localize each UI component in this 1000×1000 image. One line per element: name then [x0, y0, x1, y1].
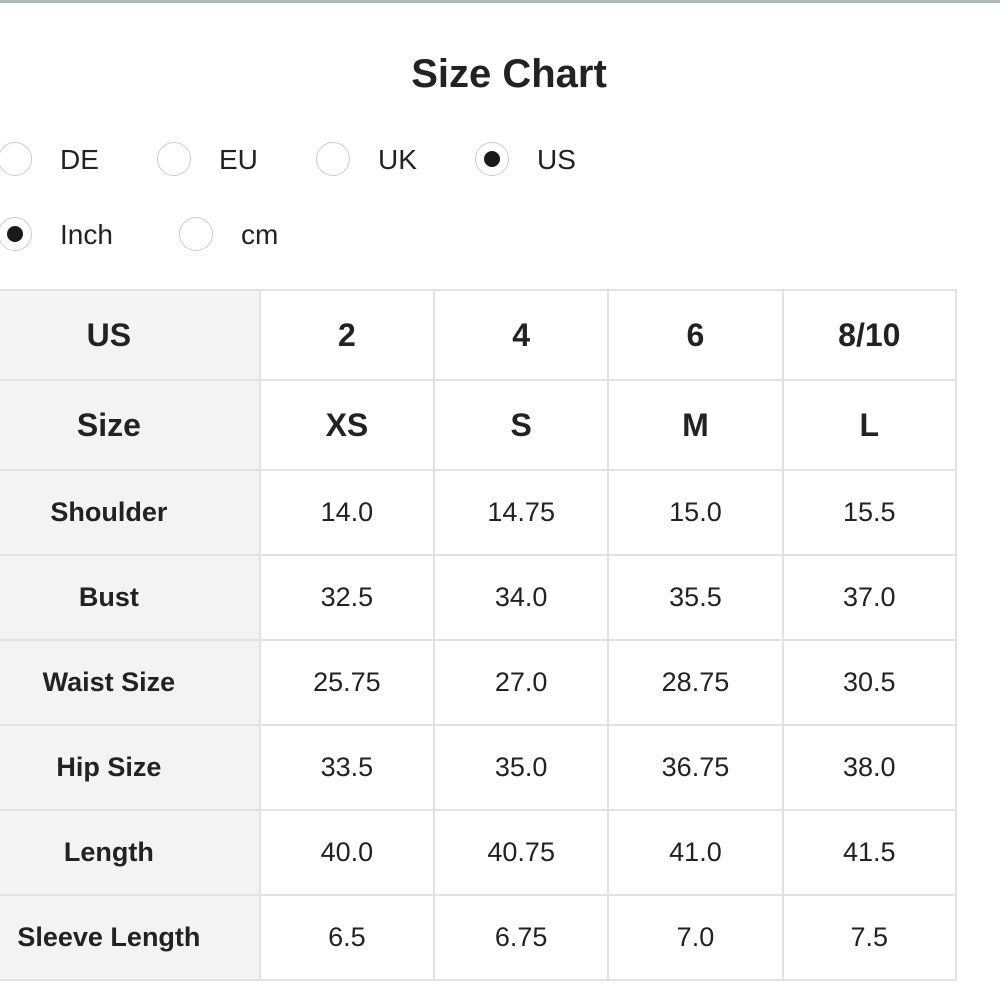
cell: 32.5 — [258, 554, 436, 641]
radio-button[interactable] — [157, 142, 191, 176]
cell: 35.0 — [433, 724, 610, 811]
radio-selected-dot — [484, 151, 500, 167]
table-row: Size XS S M L — [0, 379, 958, 471]
cell: 7.5 — [781, 894, 958, 981]
cell: 14.75 — [433, 469, 610, 556]
title: Size Chart — [411, 52, 607, 96]
row-label: Shoulder — [0, 469, 261, 556]
cell: L — [781, 379, 958, 471]
cell: 41.0 — [607, 809, 784, 896]
cell: 7.0 — [607, 894, 784, 981]
cell: 37.0 — [781, 554, 958, 641]
cell: 40.75 — [433, 809, 610, 896]
radio-button[interactable] — [0, 217, 32, 251]
cell: 14.0 — [258, 469, 436, 556]
cell: S — [433, 379, 610, 471]
cell: 41.5 — [781, 809, 958, 896]
size-table: US 2 4 6 8/10 Size XS S M L Shoulder 14.0 14.75 15.0 1… — [0, 289, 958, 981]
table-row: Hip Size 33.5 35.0 36.75 38.0 — [0, 724, 958, 811]
radio-button[interactable] — [316, 142, 350, 176]
table-row: Bust 32.5 34.0 35.5 37.0 — [0, 554, 958, 641]
radio-button[interactable] — [475, 142, 509, 176]
cell: 15.5 — [781, 469, 958, 556]
row-label: US — [0, 289, 261, 381]
cell: 30.5 — [781, 639, 958, 726]
radio-label[interactable]: cm — [241, 219, 279, 250]
radio-button[interactable] — [179, 217, 213, 251]
cell: 6.5 — [258, 894, 436, 981]
cell: 8/10 — [781, 289, 958, 381]
table-row: Sleeve Length 6.5 6.75 7.0 7.5 — [0, 894, 958, 981]
cell: 4 — [433, 289, 610, 381]
cell: 28.75 — [607, 639, 784, 726]
radio-label[interactable]: UK — [378, 144, 417, 175]
cell: 38.0 — [781, 724, 958, 811]
cell: 27.0 — [433, 639, 610, 726]
radio-label[interactable]: DE — [60, 144, 99, 175]
row-label: Waist Size — [0, 639, 261, 726]
radio-label[interactable]: Inch — [60, 219, 113, 250]
cell: M — [607, 379, 784, 471]
table-row: Waist Size 25.75 27.0 28.75 30.5 — [0, 639, 958, 726]
cell: 34.0 — [433, 554, 610, 641]
top-border — [0, 0, 1000, 3]
cell: XS — [258, 379, 436, 471]
row-label: Sleeve Length — [0, 894, 261, 981]
row-label: Length — [0, 809, 261, 896]
row-label: Bust — [0, 554, 261, 641]
cell: 2 — [258, 289, 436, 381]
cell: 15.0 — [607, 469, 784, 556]
row-label: Size — [0, 379, 261, 471]
radio-label[interactable]: EU — [219, 144, 258, 175]
cell: 6 — [607, 289, 784, 381]
row-label: Hip Size — [0, 724, 261, 811]
cell: 36.75 — [607, 724, 784, 811]
table-row: US 2 4 6 8/10 — [0, 289, 958, 381]
table-row: Shoulder 14.0 14.75 15.0 15.5 — [0, 469, 958, 556]
radio-selected-dot — [7, 226, 23, 242]
cell: 40.0 — [258, 809, 436, 896]
radio-button[interactable] — [0, 142, 32, 176]
cell: 25.75 — [258, 639, 436, 726]
cell: 6.75 — [433, 894, 610, 981]
cell: 33.5 — [258, 724, 436, 811]
radio-label[interactable]: US — [537, 144, 576, 175]
cell: 35.5 — [607, 554, 784, 641]
table-row: Length 40.0 40.75 41.0 41.5 — [0, 809, 958, 896]
